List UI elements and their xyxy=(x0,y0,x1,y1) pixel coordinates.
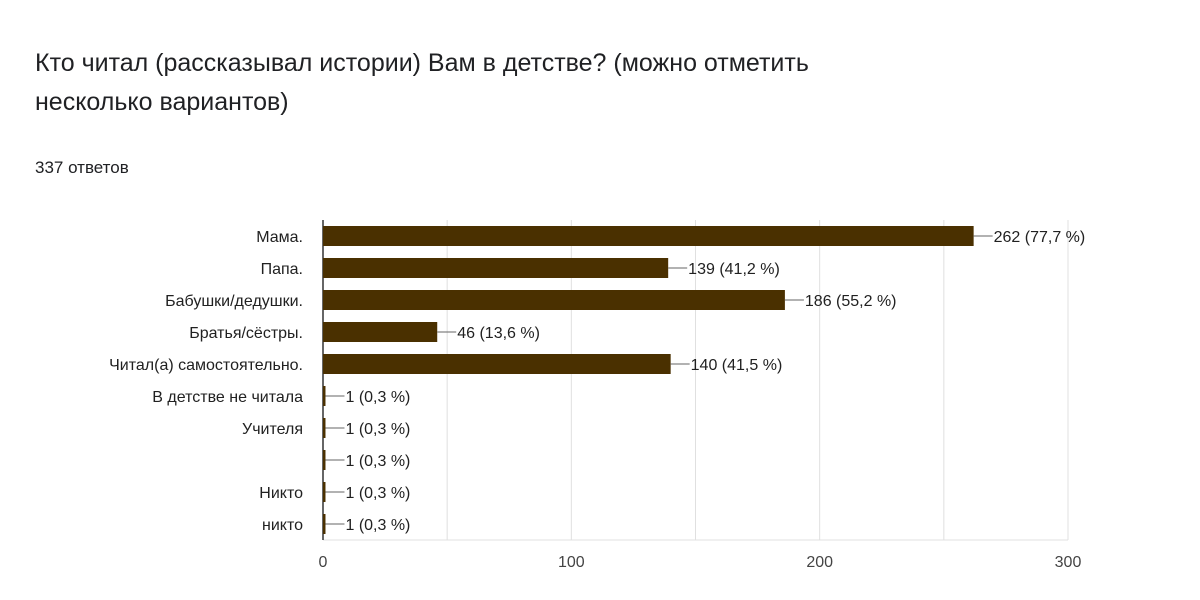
x-tick-label: 100 xyxy=(558,554,585,571)
value-label: 1 (0,3 %) xyxy=(345,517,410,534)
value-label: 1 (0,3 %) xyxy=(345,421,410,438)
bar xyxy=(323,482,326,502)
category-label: В детстве не читала xyxy=(152,389,303,406)
value-label: 140 (41,5 %) xyxy=(691,357,783,374)
value-label: 1 (0,3 %) xyxy=(345,485,410,502)
value-label: 1 (0,3 %) xyxy=(345,453,410,470)
value-label: 46 (13,6 %) xyxy=(457,325,540,342)
x-axis-ticks: 0 100 200 300 xyxy=(319,554,1082,571)
x-tick-label: 300 xyxy=(1055,554,1082,571)
x-tick-label: 200 xyxy=(806,554,833,571)
response-count: 337 ответов xyxy=(35,158,129,177)
bar xyxy=(323,514,326,534)
value-label: 139 (41,2 %) xyxy=(688,261,780,278)
value-label: 262 (77,7 %) xyxy=(994,229,1086,246)
category-label: Никто xyxy=(259,485,303,502)
category-labels: Мама. Папа. Бабушки/дедушки. Братья/сёстры.… xyxy=(109,229,303,534)
category-label: Братья/сёстры. xyxy=(189,325,303,342)
bar xyxy=(323,418,326,438)
bar xyxy=(323,386,326,406)
value-labels: 262 (77,7 %) 139 (41,2 %) 186 (55,2 %) 46 (… xyxy=(325,229,1085,534)
value-label: 1 (0,3 %) xyxy=(345,389,410,406)
category-label: Бабушки/дедушки. xyxy=(165,293,303,310)
question-title: Кто читал (рассказывал истории) Вам в де… xyxy=(35,49,809,116)
value-label: 186 (55,2 %) xyxy=(805,293,897,310)
bar xyxy=(323,450,326,470)
bars xyxy=(323,226,974,534)
x-tick-label: 0 xyxy=(319,554,328,571)
category-label: Мама. xyxy=(256,229,303,246)
bar xyxy=(323,258,669,278)
bar xyxy=(323,354,671,374)
bar xyxy=(323,290,785,310)
category-label: никто xyxy=(262,517,303,534)
category-label: Папа. xyxy=(261,261,303,278)
category-label: Учителя xyxy=(242,421,303,438)
category-label: Читал(а) самостоятельно. xyxy=(109,357,303,374)
bar xyxy=(323,226,974,246)
bar xyxy=(323,322,438,342)
